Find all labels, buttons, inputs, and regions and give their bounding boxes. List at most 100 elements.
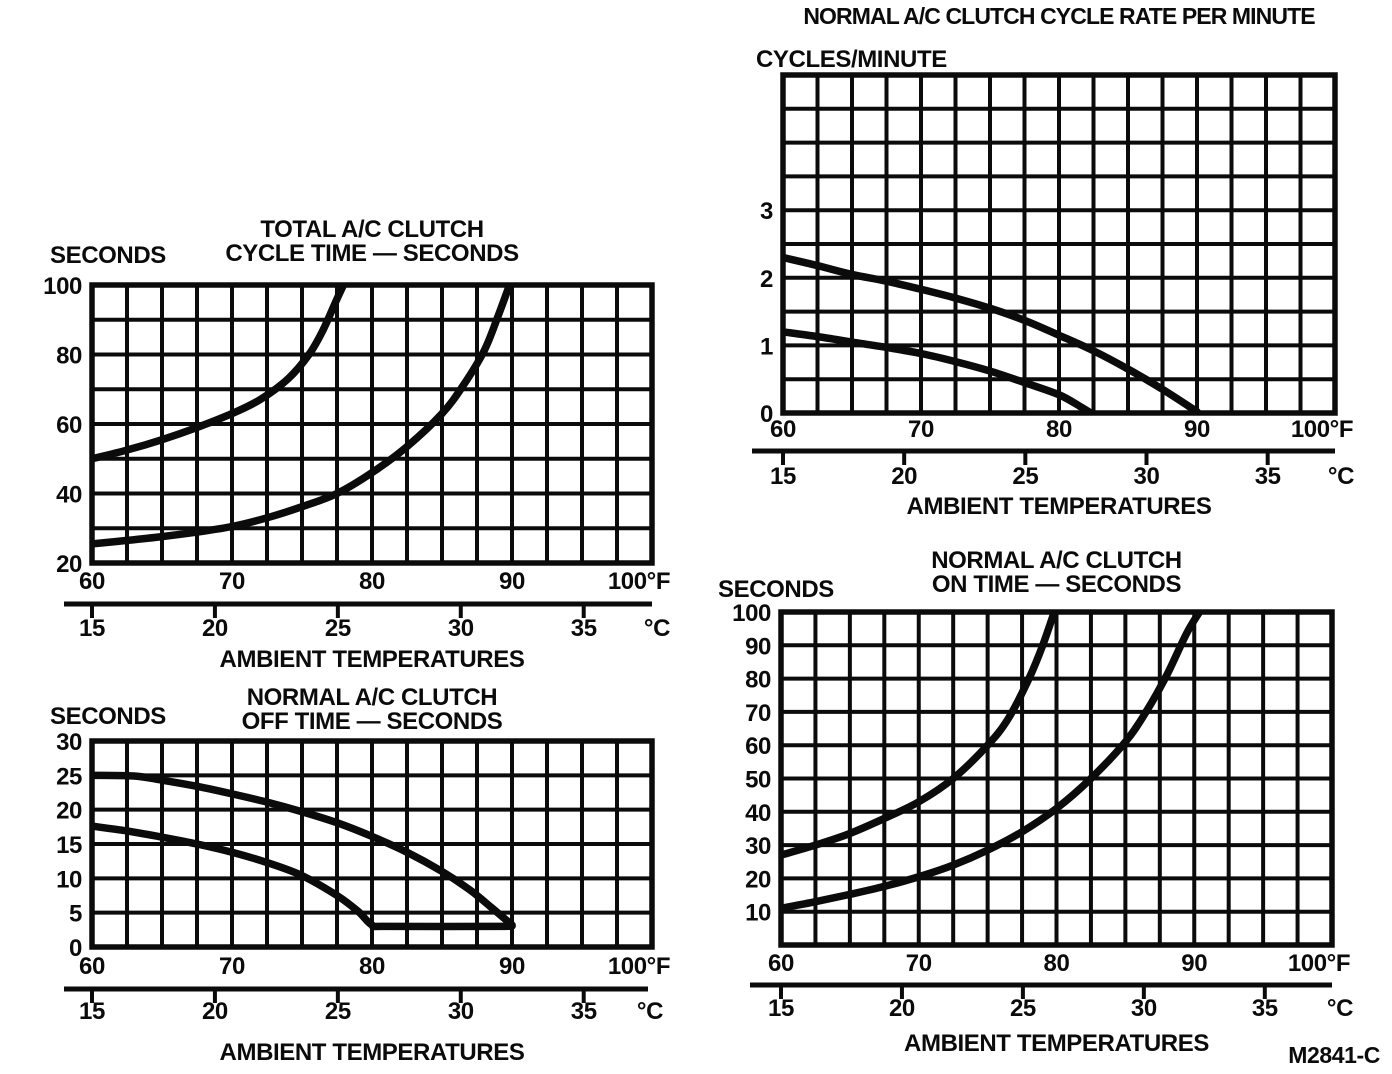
svg-text:35: 35 [571,615,597,642]
chart-title-line: CYCLE TIME — SECONDS [225,240,519,267]
svg-text:100°F: 100°F [608,568,670,595]
f-axis-labels: 60 70 80 90 100°F [768,950,1351,977]
svg-text:10: 10 [745,900,771,927]
svg-text:°C: °C [1327,995,1353,1022]
svg-text:90: 90 [499,953,525,980]
svg-text:80: 80 [745,667,771,694]
svg-text:40: 40 [745,800,771,827]
plot-off-time: 60 70 80 90 100°F 0 5 10 15 20 25 30 15 20 25 30 35 °C [56,729,671,1025]
svg-text:15: 15 [79,998,105,1025]
plot-border [89,738,655,950]
svg-text:60: 60 [79,953,105,980]
svg-text:30: 30 [745,833,771,860]
svg-text:60: 60 [79,568,105,595]
svg-text:20: 20 [56,551,82,578]
grid-on-time [781,612,1332,945]
x-axis-label: AMBIENT TEMPERATURES [219,1039,525,1066]
curve-lower [781,612,1205,913]
chart-title-line: ON TIME — SECONDS [931,571,1182,598]
svg-text:25: 25 [325,615,351,642]
grid-off-time [92,741,652,947]
y-axis-unit-label: CYCLES/MINUTE [756,46,947,73]
c-axis: 15 20 25 30 35 °C [64,601,671,642]
svg-text:30: 30 [1131,995,1157,1022]
chart-title-cycle-time: TOTAL A/C CLUTCH CYCLE TIME — SECONDS [92,218,652,266]
c-axis: 15 20 25 30 35 °C [752,448,1355,490]
svg-text:25: 25 [56,763,82,790]
svg-text:20: 20 [202,615,228,642]
y-axis-labels: 0 1 2 3 [760,198,773,428]
curve-lower [92,822,516,931]
x-axis-label: AMBIENT TEMPERATURES [219,646,525,673]
grid-cycle-rate [783,75,1335,413]
svg-text:10: 10 [56,866,82,893]
svg-text:60: 60 [768,950,794,977]
x-axis-label: AMBIENT TEMPERATURES [904,1030,1209,1057]
plot-on-time: 60 70 80 90 100°F 10 20 30 40 50 60 70 80 90 100 15 20 25… [732,600,1353,1022]
y-axis-unit-label: SECONDS [718,576,834,603]
curve-upper [92,771,516,929]
svg-text:15: 15 [768,995,794,1022]
svg-text:25: 25 [325,998,351,1025]
svg-text:25: 25 [1010,995,1036,1022]
svg-text:30: 30 [448,998,474,1025]
svg-text:15: 15 [79,615,105,642]
x-axis-label: AMBIENT TEMPERATURES [906,493,1212,520]
svg-text:30: 30 [56,729,82,756]
curve-lower [783,328,1095,413]
svg-text:50: 50 [745,767,771,794]
svg-text:80: 80 [56,343,82,370]
chart-title-on-time: NORMAL A/C CLUTCH ON TIME — SECONDS [781,549,1332,597]
y-axis-labels: 10 20 30 40 50 60 70 80 90 100 [732,600,771,927]
svg-text:30: 30 [448,615,474,642]
svg-text:80: 80 [359,953,385,980]
figure-code: M2841-C [1288,1042,1380,1068]
f-axis-labels: 60 70 80 90 100°F [79,568,671,595]
svg-text:35: 35 [1255,463,1281,490]
svg-text:90: 90 [1181,950,1207,977]
svg-text:5: 5 [69,901,82,928]
chart-title-line: OFF TIME — SECONDS [241,708,503,735]
svg-text:20: 20 [889,995,915,1022]
svg-text:0: 0 [760,401,773,428]
svg-text:70: 70 [219,568,245,595]
f-axis-labels: 60 70 80 90 100°F [79,953,671,980]
svg-text:80: 80 [1046,416,1072,443]
svg-text:20: 20 [56,798,82,825]
svg-text:0: 0 [69,935,82,962]
svg-text:35: 35 [1252,995,1278,1022]
svg-text:25: 25 [1012,463,1038,490]
svg-text:100: 100 [43,273,82,300]
svg-text:60: 60 [770,416,796,443]
plot-border [89,282,655,566]
svg-text:80: 80 [359,568,385,595]
svg-text:100: 100 [732,600,771,627]
chart-title-off-time: NORMAL A/C CLUTCH OFF TIME — SECONDS [92,686,652,734]
plot-cycle-rate: 60 70 80 90 100°F 0 1 2 3 15 20 25 30 35 °C [752,72,1355,490]
svg-text:20: 20 [745,866,771,893]
curve-upper [92,285,348,463]
svg-text:70: 70 [906,950,932,977]
curve-upper [783,253,1201,413]
svg-text:40: 40 [56,482,82,509]
c-axis: 15 20 25 30 35 °C [64,986,664,1025]
chart-title-cycle-rate: NORMAL A/C CLUTCH CYCLE RATE PER MINUTE [733,4,1385,28]
svg-text:°C: °C [1328,463,1354,490]
chart-title-line: NORMAL A/C CLUTCH CYCLE RATE PER MINUTE [803,3,1315,29]
curve-upper [781,612,1059,859]
plot-cycle-time: 60 70 80 90 100°F 20 40 60 80 100 15 20 25 30 35 °C [43,273,671,642]
svg-text:90: 90 [1184,416,1210,443]
svg-text:90: 90 [745,633,771,660]
chart-title-line: NORMAL A/C CLUTCH [246,684,498,711]
grid-cycle-time [92,285,652,563]
svg-text:100°F: 100°F [1291,416,1353,443]
svg-text:15: 15 [770,463,796,490]
svg-text:15: 15 [56,832,82,859]
svg-text:20: 20 [202,998,228,1025]
svg-text:1: 1 [760,333,773,360]
svg-text:80: 80 [1044,950,1070,977]
y-axis-unit-label: SECONDS [50,703,166,730]
svg-text:100°F: 100°F [1288,950,1350,977]
svg-text:70: 70 [908,416,934,443]
